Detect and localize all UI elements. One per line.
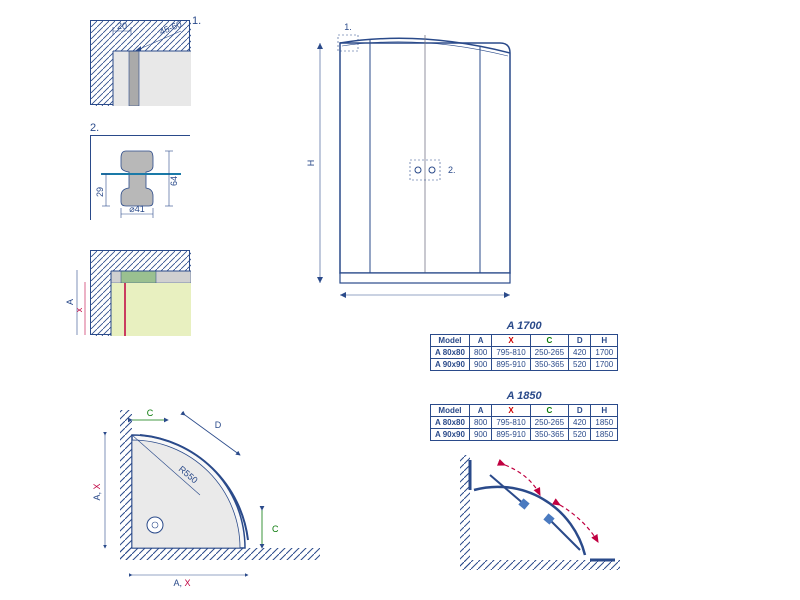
th: Model	[431, 335, 470, 347]
td: 420	[569, 347, 591, 359]
label-1: 1.	[192, 15, 201, 27]
dim-ax-v: A, X	[92, 483, 102, 500]
td: 520	[569, 429, 591, 441]
td: A 90x90	[431, 359, 470, 371]
td: 795-810	[492, 417, 530, 429]
th: C	[530, 405, 568, 417]
detail-3-dims: A x	[65, 250, 90, 335]
td: 250-265	[530, 347, 568, 359]
plan-svg: C D C R550 A, X A, X	[90, 400, 370, 590]
detail-2-box: 29 ⌀41 64	[90, 135, 190, 220]
td: 1700	[591, 347, 618, 359]
detail-1-box: 20 45-60	[90, 20, 190, 105]
dim-41: ⌀41	[129, 204, 144, 214]
callout-1: 1.	[344, 22, 352, 32]
td: 1850	[591, 429, 618, 441]
dim-ax-h: A, X	[173, 578, 190, 588]
table-a1700: A 1700 Model A X C D H A 80x80 800 795-8…	[430, 320, 618, 371]
dim-H: H	[306, 160, 316, 167]
td: 350-365	[530, 429, 568, 441]
dim-20: 20	[117, 21, 127, 31]
th: C	[530, 335, 568, 347]
td: 350-365	[530, 359, 568, 371]
dim-29: 29	[95, 187, 105, 197]
td: A 90x90	[431, 429, 470, 441]
detail-3-box	[90, 250, 190, 335]
td: 250-265	[530, 417, 568, 429]
td: 420	[569, 417, 591, 429]
td: 795-810	[492, 347, 530, 359]
th: H	[591, 335, 618, 347]
td: 895-910	[492, 359, 530, 371]
th: Model	[431, 405, 470, 417]
door-swing-svg	[450, 450, 650, 590]
td: A 80x80	[431, 417, 470, 429]
dim-x: x	[74, 307, 84, 312]
td: 1700	[591, 359, 618, 371]
td: 900	[469, 429, 491, 441]
td: A 80x80	[431, 347, 470, 359]
th: X	[492, 405, 530, 417]
td: 520	[569, 359, 591, 371]
th: D	[569, 405, 591, 417]
table1-title: A 1700	[430, 320, 618, 332]
table-a1850: A 1850 Model A X C D H A 80x80 800 795-8…	[430, 390, 618, 441]
callout-2: 2.	[448, 165, 456, 175]
th: H	[591, 405, 618, 417]
elevation-svg: 1. 2. H	[300, 15, 530, 305]
dim-64: 64	[169, 176, 179, 186]
td: 800	[469, 347, 491, 359]
td: 900	[469, 359, 491, 371]
table2: Model A X C D H A 80x80 800 795-810 250-…	[430, 404, 618, 441]
dim-d: D	[215, 420, 222, 430]
table2-title: A 1850	[430, 390, 618, 402]
detail-2-svg: 29 ⌀41 64	[91, 136, 191, 221]
td: 1850	[591, 417, 618, 429]
td: 800	[469, 417, 491, 429]
th: D	[569, 335, 591, 347]
detail-3-svg	[91, 251, 191, 336]
dim-a: A	[65, 299, 75, 305]
th: X	[492, 335, 530, 347]
td: 895-910	[492, 429, 530, 441]
dim-c-top: C	[147, 408, 154, 418]
label-2: 2.	[90, 122, 99, 134]
th: A	[469, 335, 491, 347]
table1: Model A X C D H A 80x80 800 795-810 250-…	[430, 334, 618, 371]
th: A	[469, 405, 491, 417]
detail-1-svg: 20 45-60	[91, 21, 191, 106]
dim-c-right: C	[272, 524, 279, 534]
